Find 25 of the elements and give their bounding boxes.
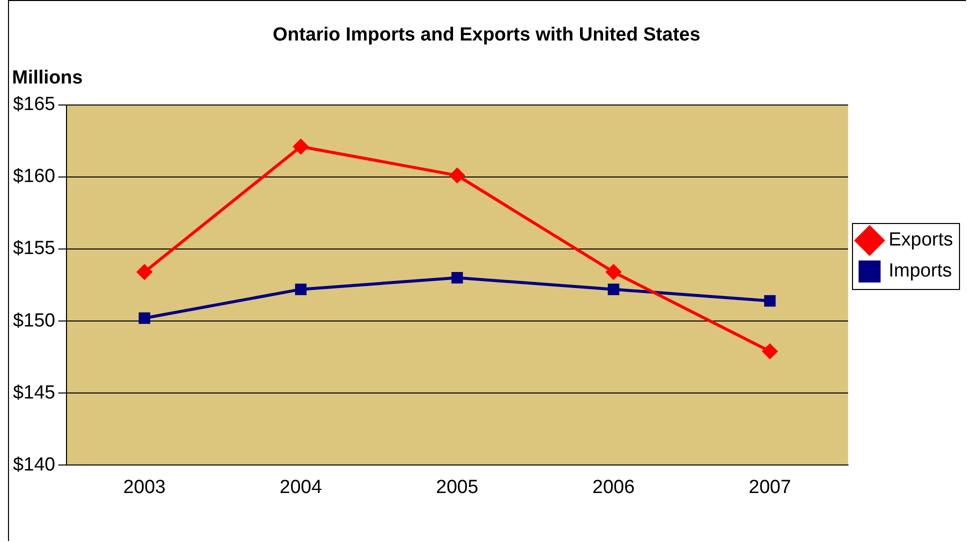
point [608, 284, 620, 296]
point [451, 272, 463, 284]
point [138, 312, 150, 324]
chart-title: Ontario Imports and Exports with United States [272, 24, 700, 46]
point [295, 284, 307, 296]
point [762, 344, 778, 359]
point [293, 139, 308, 154]
y-axis-title: Millions [12, 68, 83, 89]
x-tick-label: 2003 [123, 476, 166, 498]
y-tick-label: $150 [12, 310, 56, 332]
point [606, 264, 622, 280]
y-tick-label: $165 [12, 94, 56, 116]
x-tick-label: 2006 [592, 476, 635, 498]
legend-label: Exports [888, 230, 954, 251]
point [764, 295, 776, 307]
x-tick-label: 2005 [436, 476, 478, 498]
point [136, 264, 152, 280]
y-tick-label: $140 [12, 454, 56, 476]
x-tick-label: 2004 [280, 476, 322, 498]
y-tick-label: $155 [12, 238, 56, 260]
x-tick-label: 2007 [748, 476, 792, 498]
point [450, 168, 465, 183]
legend-label: Imports [888, 260, 952, 282]
y-tick-label: $145 [12, 382, 56, 404]
y-tick-label: $160 [12, 166, 56, 188]
